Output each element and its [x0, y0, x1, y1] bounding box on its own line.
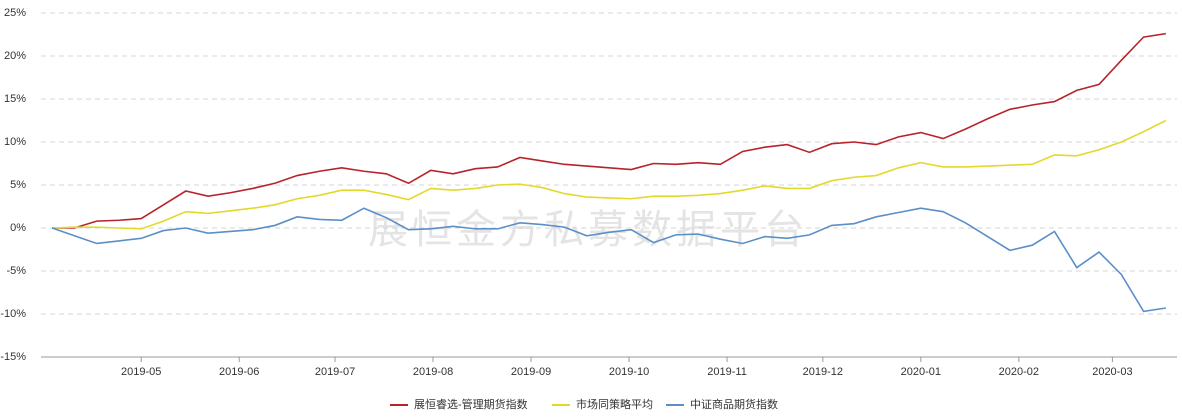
- y-tick-label: -10%: [0, 308, 26, 320]
- legend-label: 展恒睿选-管理期货指数: [414, 397, 528, 411]
- x-tick-label: 2019-05: [121, 366, 161, 378]
- legend-label: 市场同策略平均: [576, 397, 653, 411]
- y-tick-label: 25%: [4, 7, 26, 19]
- x-tick-label: 2020-01: [901, 366, 941, 378]
- y-tick-label: 10%: [4, 136, 26, 148]
- series-line: [52, 119, 1167, 230]
- y-tick-label: 20%: [4, 50, 26, 62]
- series-line: [52, 32, 1166, 229]
- y-tick-label: 5%: [10, 179, 26, 191]
- x-tick-label: 2020-02: [999, 366, 1039, 378]
- x-tick-label: 2019-09: [511, 366, 551, 378]
- y-tick-label: -15%: [0, 351, 26, 363]
- y-tick-label: 15%: [4, 93, 26, 105]
- series-line: [51, 207, 1166, 313]
- x-tick-label: 2019-11: [707, 366, 747, 378]
- x-tick-label: 2019-08: [413, 366, 453, 378]
- y-tick-label: 0%: [10, 222, 26, 234]
- x-tick-label: 2019-10: [609, 366, 649, 378]
- watermark: 展恒金方私募数据平台: [368, 207, 808, 253]
- x-tick-label: 2019-06: [219, 366, 259, 378]
- x-tick-label: 2020-03: [1092, 366, 1132, 378]
- x-tick-label: 2019-12: [803, 366, 843, 378]
- x-tick-label: 2019-07: [315, 366, 355, 378]
- legend-label: 中证商品期货指数: [690, 397, 778, 411]
- y-tick-label: -5%: [6, 265, 26, 277]
